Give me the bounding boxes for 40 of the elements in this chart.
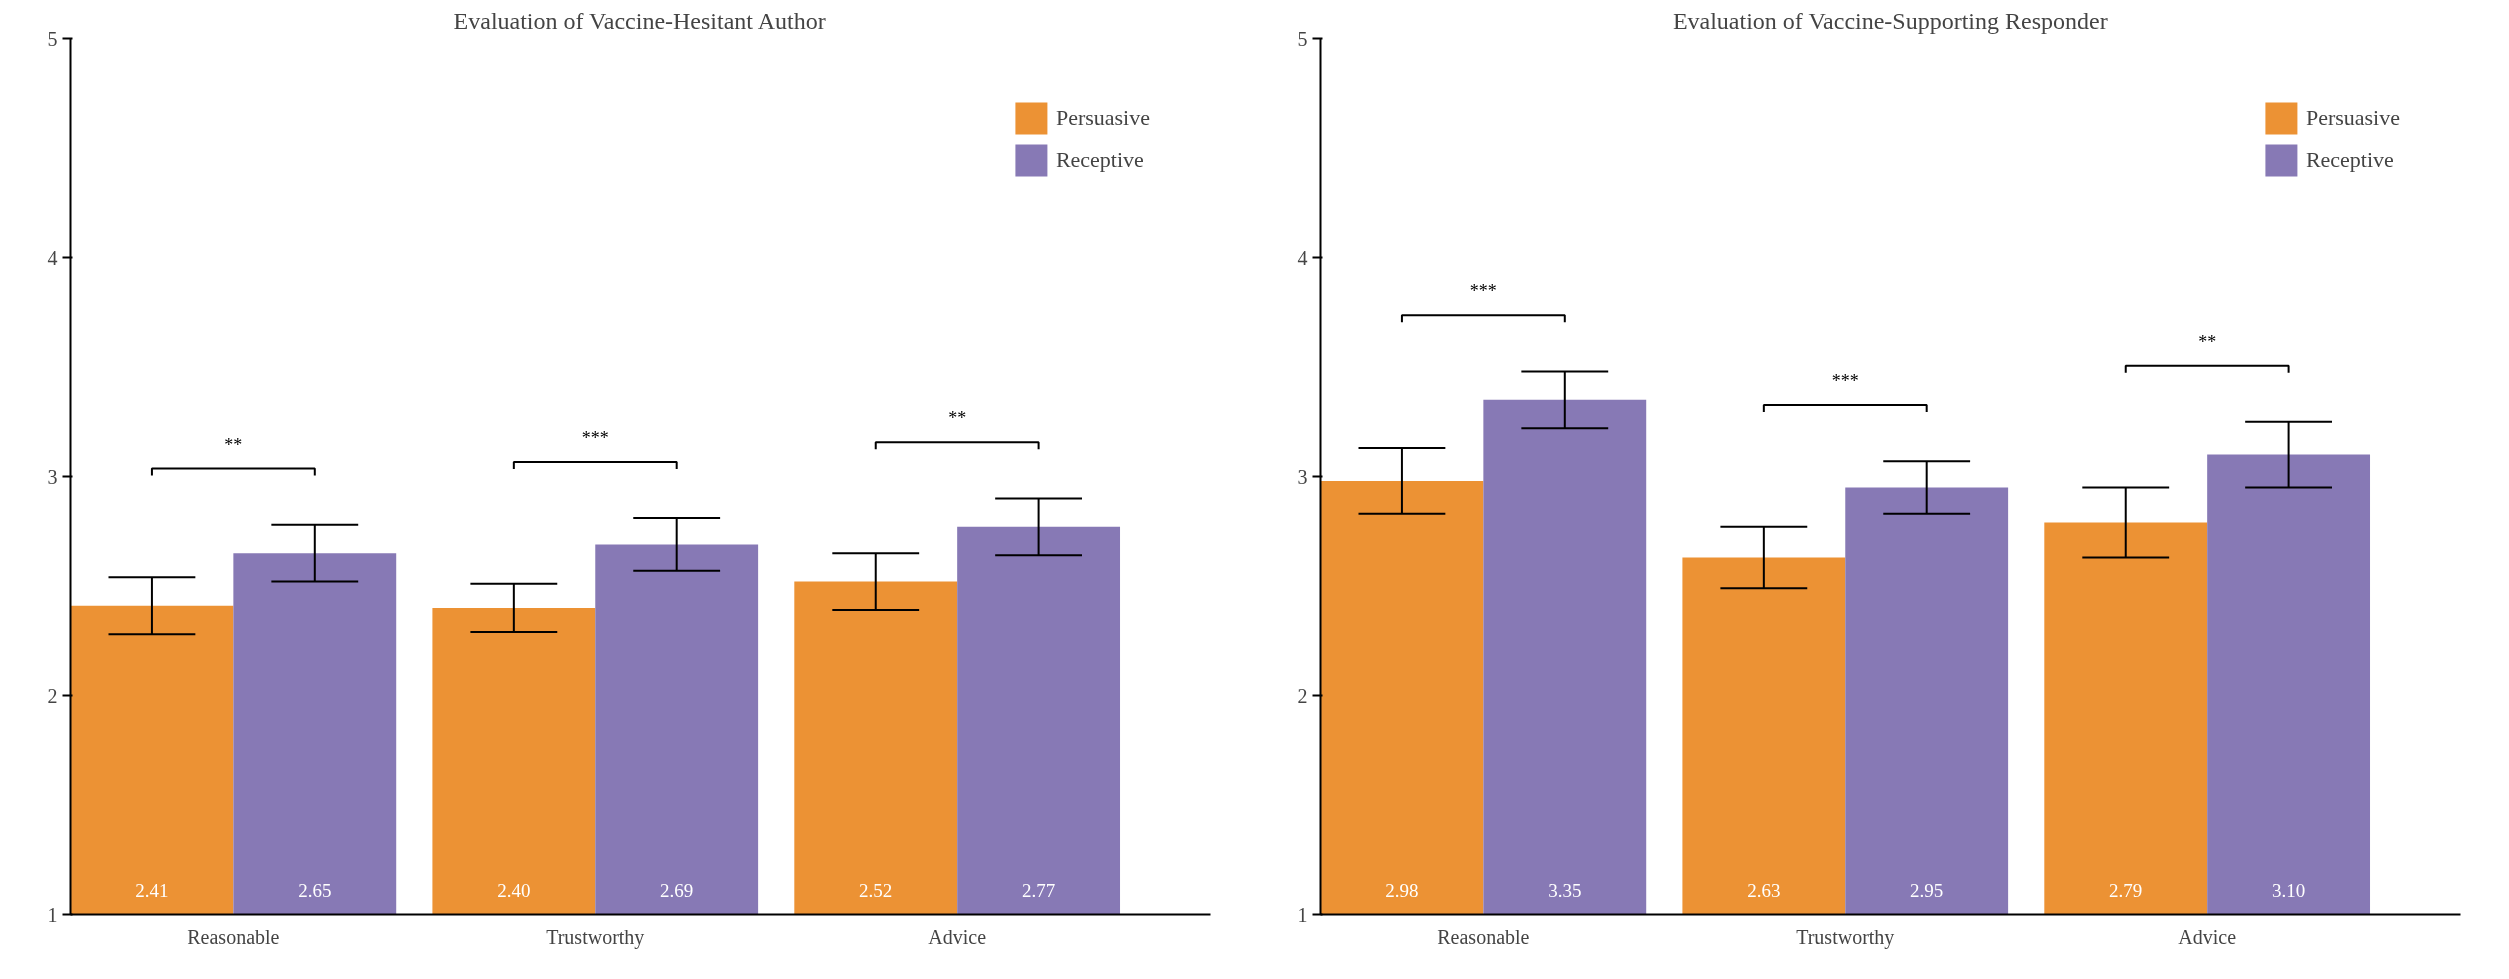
y-tick-label: 4 xyxy=(47,246,58,269)
x-tick-label: Reasonable xyxy=(1437,925,1530,948)
annotation: *** xyxy=(581,428,609,449)
x-tick-label: Trustworthy xyxy=(546,925,645,949)
data-label: 2.40 xyxy=(497,879,531,901)
data-label: 3.10 xyxy=(2271,879,2306,901)
data-label: 2.52 xyxy=(859,879,893,901)
y-tick-label: 5 xyxy=(1297,27,1308,50)
chart-title: Evaluation of Vaccine-Hesitant Author xyxy=(453,7,826,34)
y-tick-label: 3 xyxy=(47,465,58,488)
y-tick-label: 2 xyxy=(1297,684,1308,707)
y-tick-label: 5 xyxy=(47,27,58,50)
data-label: 2.65 xyxy=(298,879,332,901)
x-tick-label: Advice xyxy=(928,925,987,948)
annotation: ** xyxy=(948,408,967,429)
legend-label: Persuasive xyxy=(2305,105,2400,131)
y-tick-label: 4 xyxy=(1297,246,1308,269)
chart-title: Evaluation of Vaccine-Supporting Responder xyxy=(1672,7,2108,34)
data-label: 2.79 xyxy=(2109,879,2143,901)
data-label: 2.77 xyxy=(1021,879,1056,901)
annotation: ** xyxy=(224,434,243,455)
annotation: *** xyxy=(1469,281,1497,302)
y-tick-label: 1 xyxy=(1297,903,1308,926)
y-tick-label: 3 xyxy=(1297,465,1308,488)
annotation: *** xyxy=(1831,371,1859,392)
data-label: 2.69 xyxy=(660,879,694,901)
data-label: 2.63 xyxy=(1747,879,1781,901)
data-label: 2.41 xyxy=(135,879,169,901)
legend-label: Persuasive xyxy=(1055,105,1150,131)
x-tick-label: Reasonable xyxy=(187,925,280,948)
data-label: 2.98 xyxy=(1385,879,1419,901)
x-tick-label: Trustworthy xyxy=(1796,925,1895,949)
legend-label: Receptive xyxy=(2305,147,2394,173)
data-label: 2.95 xyxy=(1910,879,1944,901)
data-label: 3.35 xyxy=(1548,879,1582,901)
y-tick-label: 1 xyxy=(47,903,58,926)
x-tick-label: Advice xyxy=(2178,925,2237,948)
annotation: ** xyxy=(2198,331,2217,352)
y-tick-label: 2 xyxy=(47,684,58,707)
legend-label: Receptive xyxy=(1055,147,1144,173)
